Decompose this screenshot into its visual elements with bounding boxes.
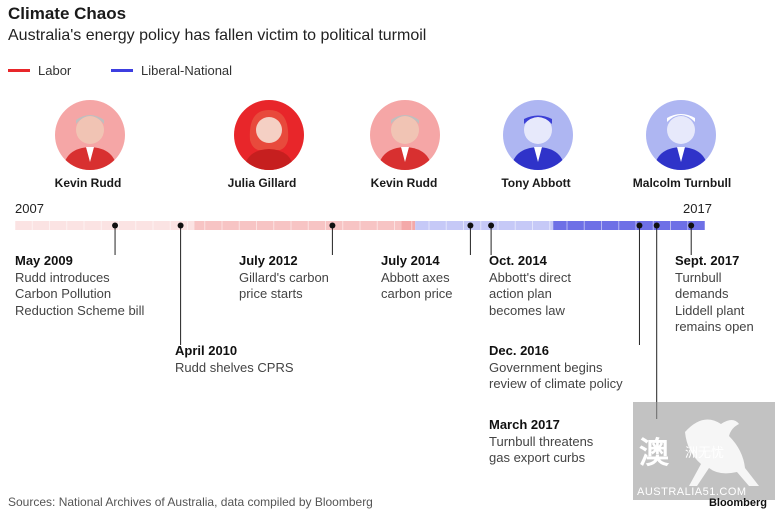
event-label: March 2017 Turnbull threatens gas export… [489, 417, 593, 467]
event-marker [688, 222, 695, 229]
timeline-start-label: 2007 [15, 201, 44, 216]
event-marker [329, 222, 336, 229]
event-marker [467, 222, 474, 229]
woman-portrait-icon [234, 100, 304, 170]
legend-labor-label: Labor [38, 63, 72, 78]
watermark: 澳 洲无忧 AUSTRALIA51.COM [633, 402, 775, 500]
event-marker [653, 222, 660, 229]
event-label: April 2010 Rudd shelves CPRS [175, 343, 294, 376]
event-date: March 2017 [489, 417, 560, 432]
event-marker [488, 222, 495, 229]
event-date: Oct. 2014 [489, 253, 547, 268]
leader-name: Malcolm Turnbull [632, 176, 732, 190]
event-label: Sept. 2017 Turnbull demands Liddell plan… [675, 253, 754, 336]
event-label: Oct. 2014 Abbott's direct action plan be… [489, 253, 571, 319]
event-marker [177, 222, 184, 229]
event-description: Turnbull threatens gas export curbs [489, 433, 594, 466]
man-portrait-icon [370, 100, 440, 170]
man-portrait-icon [503, 100, 573, 170]
leader-name: Kevin Rudd [54, 176, 122, 190]
event-label: July 2014 Abbott axes carbon price [381, 253, 453, 303]
legend-labor-swatch [8, 69, 30, 72]
event-description: Gillard's carbon price starts [239, 269, 329, 302]
man-portrait-icon [646, 100, 716, 170]
event-description: Turnbull demands Liddell plant remains o… [675, 269, 754, 335]
leader-name: Tony Abbott [501, 176, 571, 190]
timeline-graphic [14, 221, 706, 419]
event-date: Sept. 2017 [675, 253, 740, 268]
event-label: July 2012 Gillard's carbon price starts [239, 253, 329, 303]
watermark-char: 澳 [639, 437, 669, 470]
chart-title: Climate Chaos [8, 4, 127, 23]
event-date: Dec. 2016 [489, 343, 549, 358]
timeline-era-labor [401, 221, 416, 230]
event-description: Abbott's direct action plan becomes law [489, 269, 571, 318]
timeline-era-liberal [415, 221, 554, 230]
event-description: Abbott axes carbon price [381, 269, 453, 302]
event-marker [636, 222, 643, 229]
source-note: Sources: National Archives of Australia,… [8, 495, 373, 509]
event-marker [112, 222, 119, 229]
legend-liberal-label: Liberal-National [141, 63, 233, 78]
event-date: April 2010 [175, 343, 238, 358]
timeline-end-label: 2017 [683, 201, 712, 216]
bloomberg-logo: Bloomberg [708, 497, 767, 509]
kangaroo-watermark-icon [633, 402, 775, 500]
event-label: May 2009 Rudd introduces Carbon Pollutio… [15, 253, 144, 319]
watermark-text: 洲无忧 [685, 445, 725, 460]
leader-name: Julia Gillard [227, 176, 297, 190]
event-date: May 2009 [15, 253, 73, 268]
event-label: Dec. 2016 Government begins review of cl… [489, 343, 623, 393]
event-description: Government begins review of climate poli… [489, 359, 623, 392]
chart-subtitle: Australia's energy policy has fallen vic… [8, 27, 427, 44]
timeline-era-labor [15, 221, 195, 230]
legend-liberal: Liberal-National [111, 63, 232, 78]
legend-labor: Labor [8, 63, 71, 78]
event-description: Rudd shelves CPRS [175, 359, 294, 375]
event-date: July 2014 [381, 253, 440, 268]
watermark-url: AUSTRALIA51.COM [637, 486, 747, 498]
event-description: Rudd introduces Carbon Pollution Reducti… [15, 269, 145, 318]
event-date: July 2012 [239, 253, 298, 268]
man-portrait-icon [55, 100, 125, 170]
leader-name: Kevin Rudd [370, 176, 438, 190]
timeline-era-labor [194, 221, 402, 230]
timeline-era-liberal [553, 221, 705, 230]
legend-liberal-swatch [111, 69, 133, 72]
